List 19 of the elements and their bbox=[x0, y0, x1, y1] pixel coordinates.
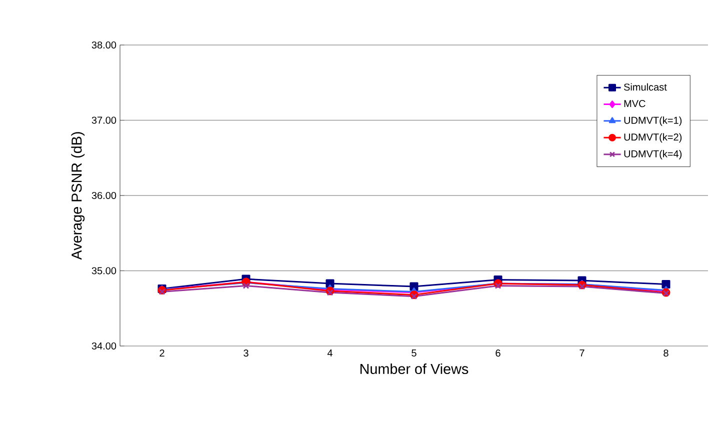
legend-label: Simulcast bbox=[624, 83, 667, 91]
y-axis-title: Average PSNR (dB) bbox=[71, 132, 85, 260]
y-tick-label: 36.00 bbox=[92, 192, 116, 200]
legend-label: UDMVT(k=1) bbox=[624, 116, 682, 126]
legend-label: UDMVT(k=4) bbox=[624, 150, 682, 160]
y-tick-label: 34.00 bbox=[92, 342, 116, 350]
y-tick-label: 35.00 bbox=[92, 267, 116, 274]
x-tick-label: 3 bbox=[244, 350, 248, 357]
legend-label: MVC bbox=[624, 100, 646, 108]
x-tick-label: 4 bbox=[327, 350, 332, 356]
x-tick-label: 5 bbox=[412, 350, 416, 356]
legend-label: UDMVT(k=2) bbox=[624, 133, 682, 143]
x-tick-label: 8 bbox=[664, 350, 668, 357]
y-tick-label: 38.00 bbox=[92, 41, 116, 49]
y-tick-label: 37.00 bbox=[92, 116, 116, 124]
x-tick-label: 2 bbox=[160, 350, 164, 356]
x-tick-label: 6 bbox=[496, 350, 500, 357]
x-axis-title: Number of Views bbox=[360, 363, 468, 374]
x-tick-label: 7 bbox=[580, 350, 584, 356]
